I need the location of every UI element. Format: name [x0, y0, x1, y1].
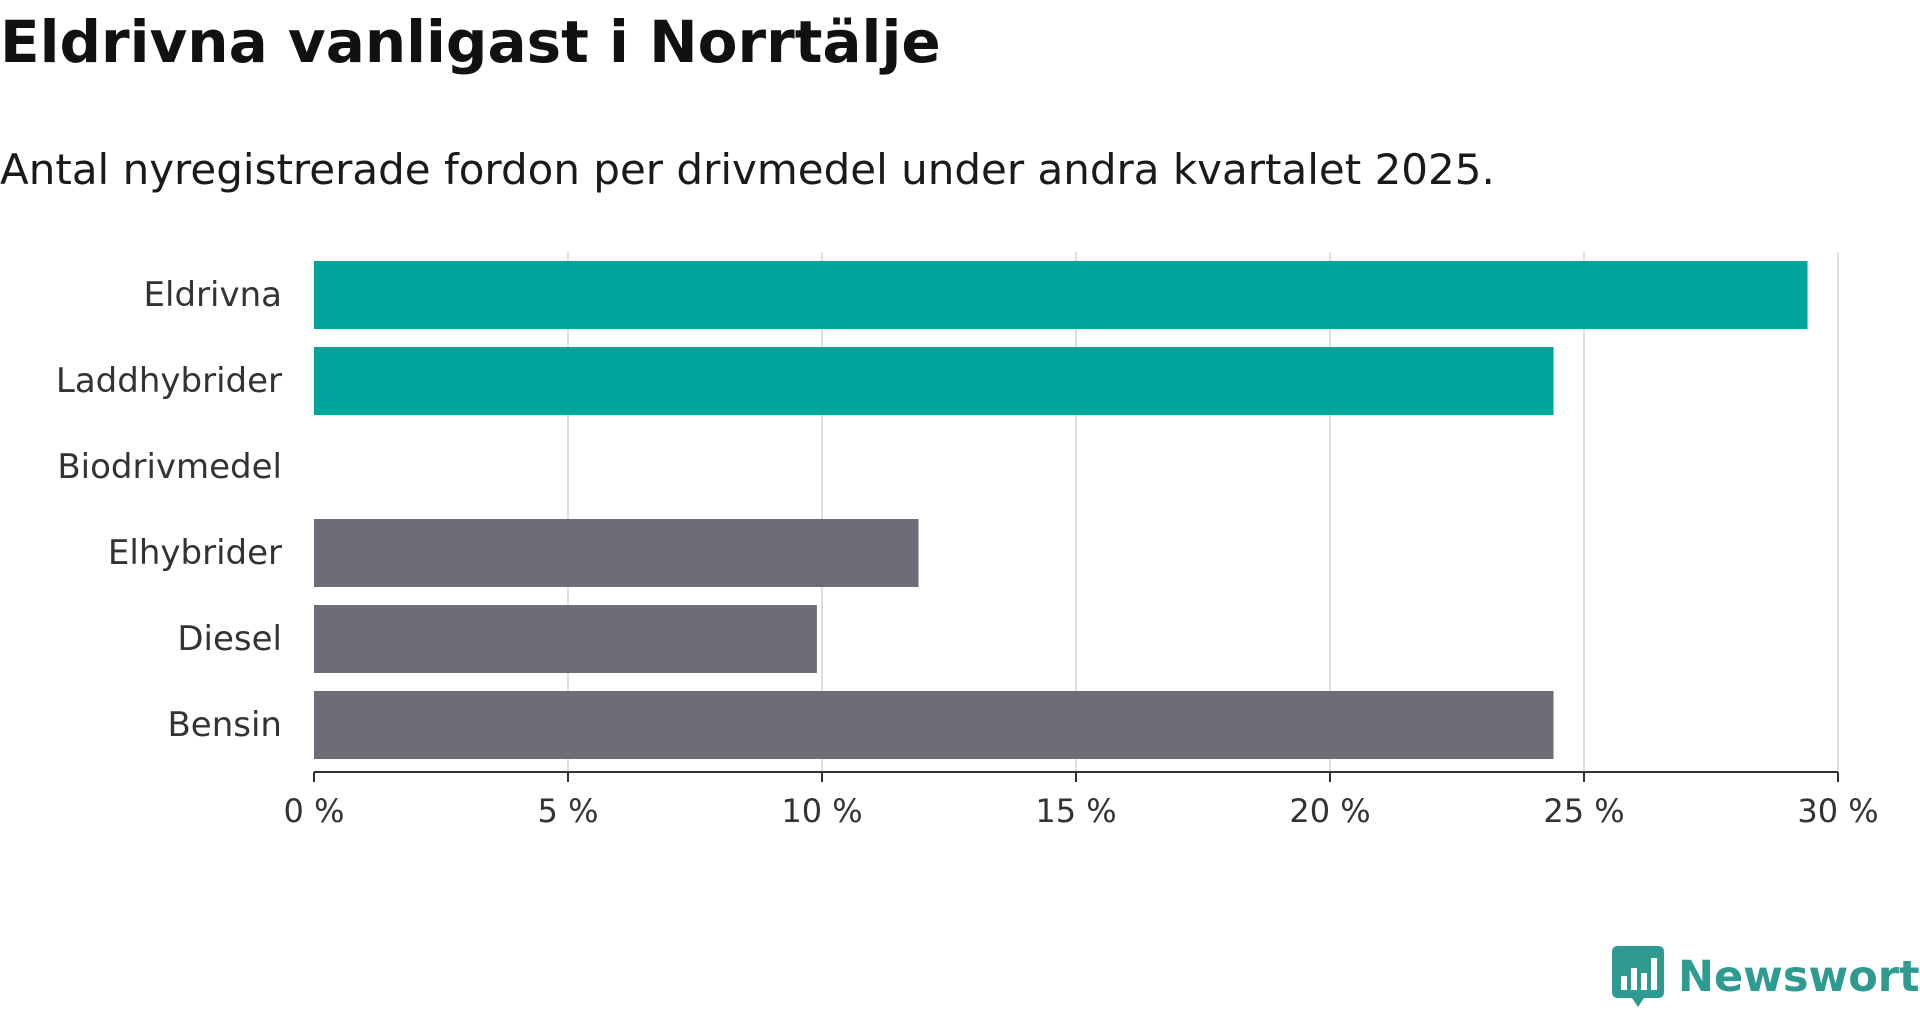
- grid-lines: [567, 252, 1839, 772]
- bars: [314, 261, 1808, 759]
- x-tick-label-1: 5 %: [538, 792, 599, 830]
- category-label-elhybrider: Elhybrider: [108, 533, 282, 573]
- category-label-eldrivna: Eldrivna: [144, 275, 282, 315]
- x-tick-label-6: 30 %: [1797, 792, 1878, 830]
- bar-laddhybrider: [314, 347, 1554, 415]
- x-tick-label-4: 20 %: [1289, 792, 1370, 830]
- chart-subtitle: Antal nyregistrerade fordon per drivmede…: [0, 145, 1495, 194]
- chart-title: Eldrivna vanligast i Norrtälje: [0, 8, 941, 76]
- brand-logo: Newsworthy: [1612, 946, 1920, 1008]
- newsworthy-logo-icon: [1612, 946, 1664, 1007]
- category-label-biodrivmedel: Biodrivmedel: [57, 447, 282, 487]
- x-tick-label-0: 0 %: [284, 792, 345, 830]
- category-label-laddhybrider: Laddhybrider: [56, 361, 282, 401]
- bar-elhybrider: [314, 519, 919, 587]
- x-tick-label-2: 10 %: [781, 792, 862, 830]
- x-tick-label-5: 25 %: [1543, 792, 1624, 830]
- bar-diesel: [314, 605, 817, 673]
- x-tick-label-3: 15 %: [1035, 792, 1116, 830]
- bar-bensin: [314, 691, 1554, 759]
- category-label-bensin: Bensin: [167, 705, 282, 745]
- bar-eldrivna: [314, 261, 1808, 329]
- x-axis: 0 % 5 % 10 % 15 % 20 % 25 % 30 %: [284, 771, 1879, 830]
- brand-name: Newsworthy: [1678, 952, 1920, 1002]
- category-label-diesel: Diesel: [177, 619, 282, 659]
- category-labels: Eldrivna Laddhybrider Biodrivmedel Elhybrid…: [56, 275, 282, 745]
